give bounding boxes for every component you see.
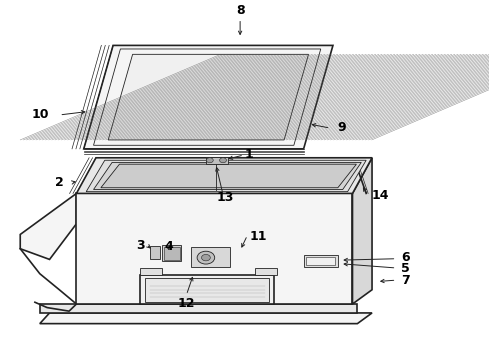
Polygon shape: [101, 164, 356, 188]
Polygon shape: [86, 160, 366, 192]
Polygon shape: [84, 45, 333, 149]
Circle shape: [206, 158, 213, 163]
Bar: [306, 257, 335, 265]
Bar: [191, 247, 230, 266]
Text: 8: 8: [236, 4, 245, 17]
Text: 6: 6: [401, 251, 410, 264]
Polygon shape: [20, 193, 76, 260]
Polygon shape: [76, 158, 372, 193]
Circle shape: [220, 158, 226, 163]
Text: 5: 5: [401, 262, 410, 275]
Text: 2: 2: [55, 176, 64, 189]
Bar: [164, 247, 179, 260]
Polygon shape: [352, 158, 372, 304]
Bar: [255, 268, 277, 275]
Polygon shape: [94, 162, 361, 189]
Bar: [150, 246, 160, 260]
Circle shape: [197, 251, 215, 264]
Polygon shape: [108, 54, 309, 140]
Text: 11: 11: [250, 230, 268, 243]
Polygon shape: [145, 278, 270, 302]
Bar: [206, 157, 228, 164]
Text: 12: 12: [177, 297, 195, 310]
Bar: [140, 268, 162, 275]
Polygon shape: [40, 304, 357, 313]
Circle shape: [201, 255, 210, 261]
Text: 10: 10: [32, 108, 49, 121]
Polygon shape: [76, 193, 352, 304]
Bar: [304, 255, 338, 266]
Text: 9: 9: [338, 121, 346, 134]
Polygon shape: [140, 275, 274, 304]
Bar: [162, 245, 181, 261]
Polygon shape: [40, 313, 372, 324]
Text: 13: 13: [217, 190, 234, 203]
Polygon shape: [94, 49, 321, 145]
Text: 3: 3: [136, 239, 145, 252]
Text: 4: 4: [164, 240, 173, 253]
Text: 14: 14: [372, 189, 390, 202]
Text: 1: 1: [245, 148, 254, 161]
Text: 7: 7: [401, 274, 410, 287]
